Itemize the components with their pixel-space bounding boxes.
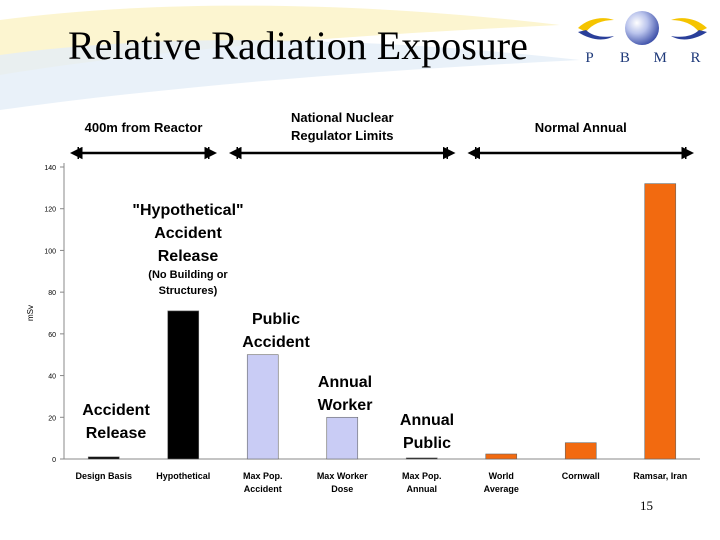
annotation-hypothetical: "Hypothetical" xyxy=(132,202,243,219)
bar xyxy=(87,456,120,460)
bar xyxy=(644,183,677,460)
annotation-annual-worker: Annual xyxy=(318,374,372,391)
logo-letter: R xyxy=(690,50,702,66)
logo-letters: P B M R xyxy=(578,50,708,67)
x-category-label: Hypothetical xyxy=(156,471,210,481)
range-label: Regulator Limits xyxy=(291,128,394,143)
bar xyxy=(405,457,438,460)
logo-orb-icon xyxy=(625,11,659,45)
x-category-label: Annual xyxy=(407,484,438,494)
y-tick-label: 40 xyxy=(48,374,56,381)
logo-left-swoosh-icon xyxy=(578,18,614,32)
annotation-hypothetical-note: Structures) xyxy=(159,285,218,297)
range-label: National Nuclear xyxy=(291,110,394,125)
x-category-label: Max Pop. xyxy=(243,471,283,481)
annotation-annual-public: Public xyxy=(403,435,451,452)
annotation-annual-public: Annual xyxy=(400,412,454,429)
y-tick-label: 80 xyxy=(48,290,56,297)
range-label: Normal Annual xyxy=(535,120,627,135)
background-swoosh xyxy=(0,5,580,110)
x-category-label: Max Pop. xyxy=(402,471,442,481)
annotation-hypothetical: Release xyxy=(158,248,219,265)
y-tick-label: 140 xyxy=(44,165,56,172)
logo-letter: M xyxy=(653,50,668,66)
logo-letter: P xyxy=(585,50,595,66)
annotation-annual-worker: Worker xyxy=(318,397,373,414)
x-category-label: Design Basis xyxy=(75,471,132,481)
x-category-label: Accident xyxy=(244,484,282,494)
page-number: 15 xyxy=(640,498,653,513)
x-category-label: World xyxy=(489,471,514,481)
y-tick-label: 60 xyxy=(48,332,56,339)
x-category-label: Cornwall xyxy=(562,471,600,481)
range-label: 400m from Reactor xyxy=(85,120,203,135)
bar xyxy=(326,416,359,460)
bar xyxy=(246,354,279,460)
logo-right-swoosh-icon xyxy=(671,18,707,32)
annotation-accident-release: Release xyxy=(86,425,147,442)
x-category-label: Average xyxy=(484,484,519,494)
y-tick-label: 20 xyxy=(48,415,56,422)
page-title: Relative Radiation Exposure xyxy=(68,23,528,68)
annotation-public-accident: Accident xyxy=(242,334,310,351)
annotation-hypothetical-note: (No Building or xyxy=(148,269,228,281)
pbmr-logo xyxy=(578,11,707,45)
x-category-label: Dose xyxy=(331,484,353,494)
x-category-label: Ramsar, Iran xyxy=(633,471,687,481)
bar xyxy=(564,442,597,460)
annotation-hypothetical: Accident xyxy=(154,225,222,242)
annotation-public-accident: Public xyxy=(252,311,300,328)
y-axis-label: mSv xyxy=(26,305,35,321)
logo-letter: B xyxy=(619,50,631,66)
bar xyxy=(485,453,518,460)
y-tick-label: 0 xyxy=(52,457,56,464)
y-tick-label: 120 xyxy=(44,207,56,214)
bar xyxy=(167,310,200,460)
annotation-accident-release: Accident xyxy=(82,402,150,419)
y-tick-label: 100 xyxy=(44,248,56,255)
x-category-label: Max Worker xyxy=(317,471,368,481)
